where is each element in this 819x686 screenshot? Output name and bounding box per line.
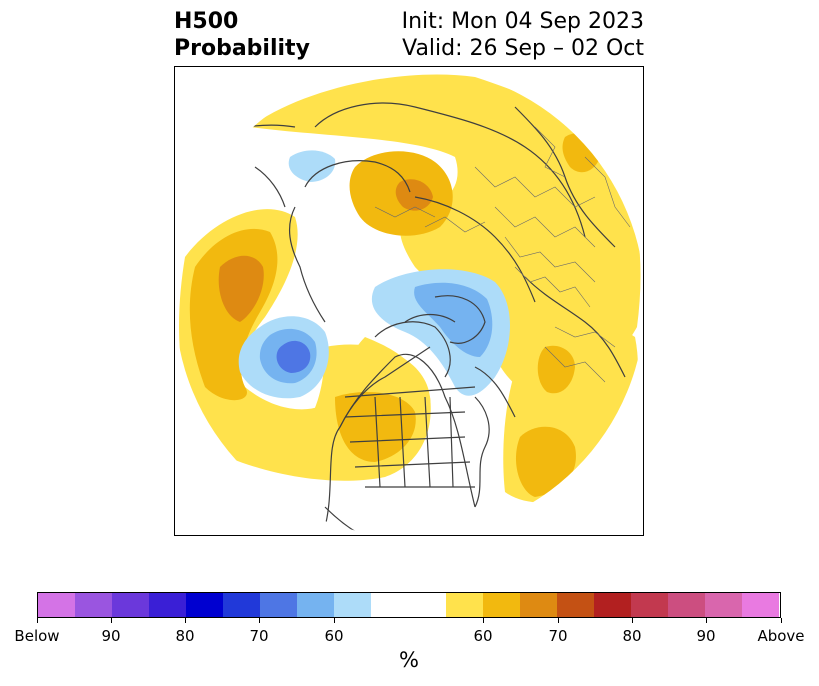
colorbar-tick: [185, 618, 186, 623]
colorbar-tick-label: 60: [473, 627, 493, 645]
colorbar-tick: [483, 618, 484, 623]
colorbar-segment: [483, 593, 520, 617]
colorbar: [37, 592, 781, 618]
colorbar-tick: [706, 618, 707, 623]
title-left: H500 Probability: [174, 8, 310, 62]
colorbar-segment: [149, 593, 186, 617]
country-borders: [374, 126, 631, 383]
colorbar-tick: [37, 618, 38, 623]
anomaly-above-65-east-small: [537, 345, 575, 394]
colorbar-segment: [742, 593, 779, 617]
anomaly-above-60-north: [250, 74, 641, 398]
colorbar-segment: [75, 593, 112, 617]
title-h500: H500: [174, 9, 239, 34]
colorbar-segment: [186, 593, 223, 617]
colorbar-tick: [781, 618, 782, 623]
anomaly-above-65-east: [515, 426, 576, 497]
init-date: Init: Mon 04 Sep 2023: [401, 9, 644, 34]
anomaly-above-65-south: [335, 392, 416, 462]
colorbar-tick-label: 70: [548, 627, 568, 645]
colorbar-tick-label: 90: [696, 627, 716, 645]
colorbar-segment: [705, 593, 742, 617]
colorbar-segment: [223, 593, 260, 617]
valid-range: Valid: 26 Sep – 02 Oct: [402, 36, 644, 61]
title-probability: Probability: [174, 36, 310, 61]
colorbar-tick-label: Above: [757, 627, 805, 645]
colorbar-segment: [371, 593, 446, 617]
colorbar-tick: [259, 618, 260, 623]
colorbar-tick-label: 80: [622, 627, 642, 645]
colorbar-units: %: [399, 648, 419, 672]
polar-map: [179, 74, 641, 535]
colorbar-tick-label: 80: [175, 627, 195, 645]
colorbar-segment: [297, 593, 334, 617]
colorbar-tick: [111, 618, 112, 623]
colorbar-segment: [334, 593, 371, 617]
colorbar-tick-label: 60: [324, 627, 344, 645]
colorbar-tick: [558, 618, 559, 623]
colorbar-segment: [38, 593, 75, 617]
colorbar-tick-label: 70: [249, 627, 269, 645]
colorbar-tick: [334, 618, 335, 623]
colorbar-segment: [112, 593, 149, 617]
anomaly-below-70-pacific: [276, 340, 311, 373]
anomaly-above-60-ne-lobe: [505, 173, 599, 262]
colorbar-tick-label: 90: [101, 627, 121, 645]
colorbar-segment: [631, 593, 668, 617]
colorbar-tick: [632, 618, 633, 623]
anomaly-above-70-west: [218, 255, 264, 322]
colorbar-segment: [520, 593, 557, 617]
anomaly-below-60-greenland: [288, 150, 336, 182]
colorbar-segment: [668, 593, 705, 617]
anomaly-above-70-north: [395, 179, 433, 211]
title-right: Init: Mon 04 Sep 2023 Valid: 26 Sep – 02…: [402, 8, 644, 62]
colorbar-segment: [446, 593, 483, 617]
colorbar-tick-label: Below: [14, 627, 60, 645]
colorbar-segment: [594, 593, 631, 617]
colorbar-segment: [557, 593, 594, 617]
colorbar-segment: [260, 593, 297, 617]
map-panel: [174, 66, 644, 536]
